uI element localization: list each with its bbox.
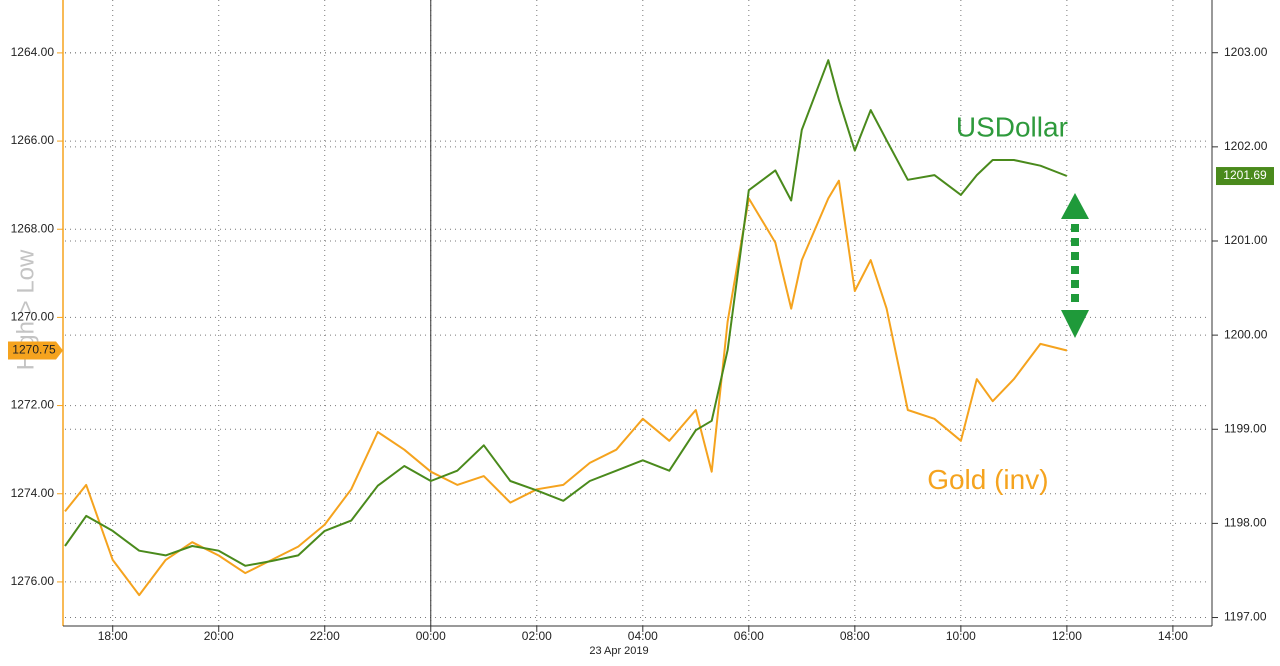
grid — [65, 0, 1210, 626]
arrow-head-down — [1061, 310, 1089, 338]
y-tick-label: 1264.00 — [11, 45, 55, 59]
y-tick-label: 1272.00 — [11, 398, 55, 412]
y2-tick-label: 1199.00 — [1224, 421, 1267, 435]
y-tick-label: 1276.00 — [11, 574, 55, 588]
series-line — [64, 179, 1068, 597]
y2-tick-label: 1197.00 — [1224, 610, 1267, 624]
double-arrow — [1061, 193, 1089, 338]
x-tick-label: 22:00 — [310, 629, 340, 643]
x-tick-label: 00:00 — [416, 629, 446, 643]
arrow-head-up — [1061, 193, 1089, 219]
y2-tick-label: 1202.00 — [1224, 139, 1268, 153]
x-tick-label: 06:00 — [734, 629, 764, 643]
value-tag-label: 1270.75 — [12, 343, 56, 357]
y-tick-label: 1270.00 — [11, 310, 55, 324]
y2-tick-label: 1198.00 — [1224, 516, 1267, 530]
y2-tick-label: 1201.00 — [1224, 233, 1268, 247]
x-tick-label: 08:00 — [840, 629, 870, 643]
series-line — [64, 59, 1068, 567]
series-label: Gold (inv) — [927, 464, 1048, 495]
value-tag — [1216, 167, 1274, 186]
x-tick-label: 20:00 — [204, 629, 234, 643]
x-tick-label: 10:00 — [946, 629, 976, 643]
x-tick-label: 12:00 — [1052, 629, 1082, 643]
series-label: USDollar — [956, 111, 1068, 142]
x-axis-label: 23 Apr 2019 — [589, 645, 648, 657]
y2-tick-label: 1203.00 — [1224, 45, 1268, 59]
x-tick-label: 02:00 — [522, 629, 552, 643]
y-tick-label: 1274.00 — [11, 486, 55, 500]
value-tag-label: 1201.69 — [1223, 168, 1267, 182]
x-tick-label: 14:00 — [1158, 629, 1188, 643]
value-tag — [8, 341, 63, 360]
x-tick-label: 04:00 — [628, 629, 658, 643]
x-tick-label: 18:00 — [98, 629, 128, 643]
y-tick-label: 1268.00 — [11, 221, 55, 235]
y-tick-label: 1266.00 — [11, 133, 55, 147]
y2-tick-label: 1200.00 — [1224, 327, 1268, 341]
